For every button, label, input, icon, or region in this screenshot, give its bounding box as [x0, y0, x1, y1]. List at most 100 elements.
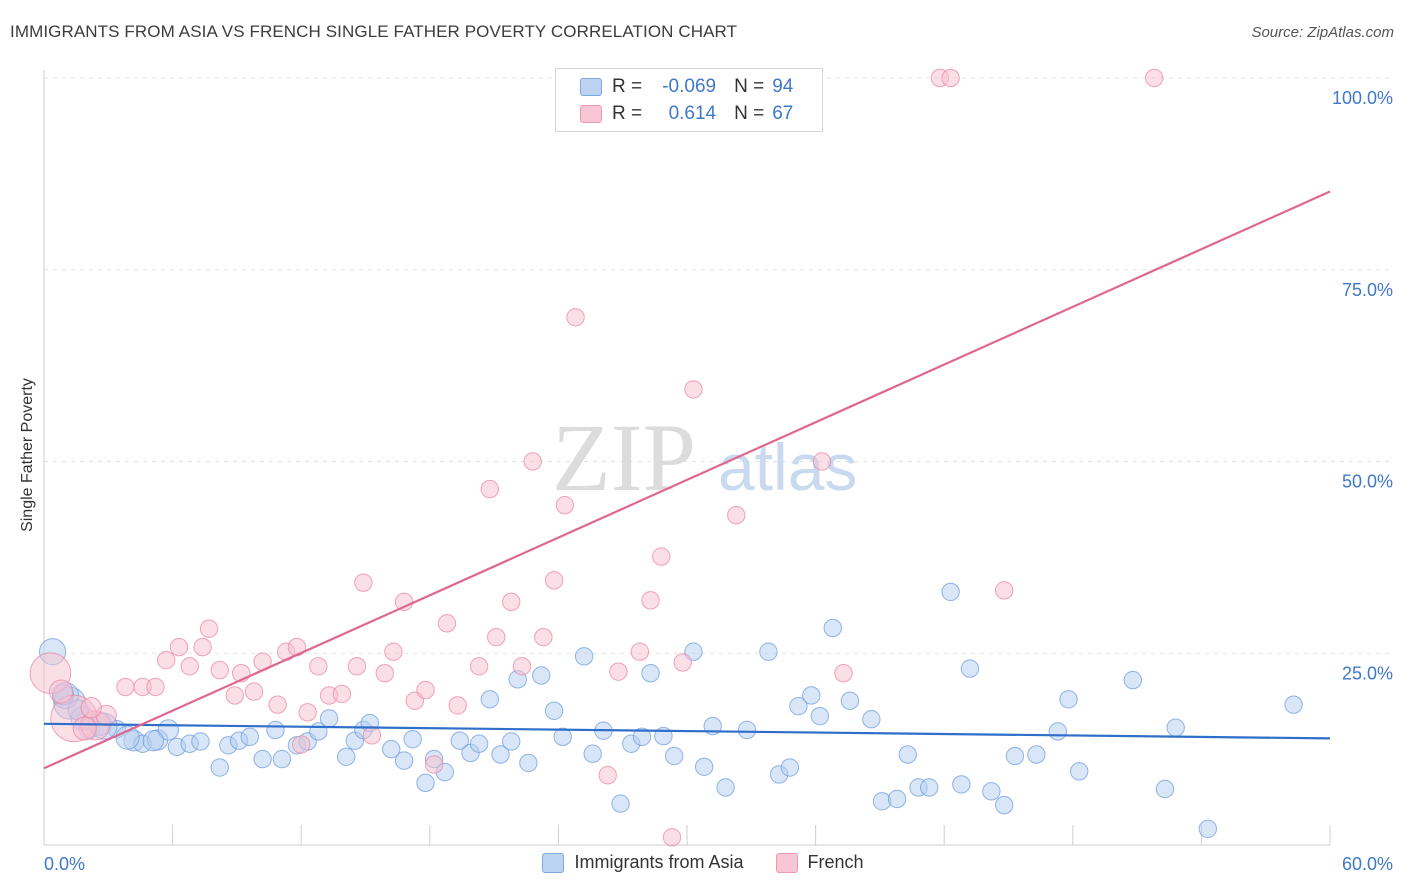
- point-french: [225, 686, 244, 705]
- point-asia: [840, 691, 860, 711]
- trend-line-french: [43, 190, 1331, 770]
- point-french: [116, 677, 135, 697]
- series-legend: Immigrants from Asia French: [0, 852, 1406, 873]
- point-asia: [403, 729, 422, 749]
- y-tick-label: 75.0%: [1342, 280, 1393, 300]
- point-asia: [664, 746, 684, 766]
- stats-legend: R = -0.069 N = 94 R = 0.614 N = 67: [555, 68, 823, 132]
- point-french: [662, 828, 682, 847]
- point-french: [362, 726, 382, 745]
- point-french: [193, 637, 212, 657]
- point-asia: [1155, 779, 1175, 799]
- point-asia: [887, 789, 907, 809]
- y-tick-label: 50.0%: [1342, 472, 1393, 492]
- point-french: [609, 662, 628, 681]
- point-asia: [716, 778, 735, 797]
- point-french: [1145, 68, 1164, 88]
- point-asia: [872, 792, 892, 811]
- point-french: [80, 697, 102, 719]
- legend-n-value-french: 67: [772, 103, 794, 124]
- point-asia: [266, 720, 285, 740]
- point-asia: [480, 690, 500, 709]
- point-french: [630, 642, 650, 661]
- trend-lines: [43, 190, 1331, 770]
- series-legend-asia[interactable]: Immigrants from Asia: [542, 852, 744, 873]
- point-asia: [1059, 690, 1078, 709]
- point-asia: [469, 734, 489, 753]
- point-french: [180, 657, 199, 676]
- point-asia: [210, 758, 229, 777]
- source-label: Source: ZipAtlas.com: [1251, 24, 1394, 41]
- point-french: [298, 703, 317, 722]
- point-asia: [898, 745, 917, 764]
- point-french: [437, 614, 457, 633]
- point-french: [523, 452, 542, 471]
- point-asia: [632, 727, 652, 747]
- point-french: [727, 505, 746, 525]
- point-asia: [919, 778, 939, 797]
- point-french: [199, 619, 219, 638]
- x-tick-label-max: 60.0%: [1342, 854, 1393, 874]
- point-french: [684, 380, 703, 399]
- point-asia: [780, 758, 800, 777]
- point-asia: [694, 757, 714, 776]
- y-tick-labels: 25.0% 50.0% 75.0% 100.0%: [1332, 88, 1393, 683]
- point-asia: [802, 686, 821, 705]
- x-ticks: [172, 825, 1331, 845]
- gridlines: [44, 77, 1393, 654]
- point-french: [169, 637, 189, 657]
- point-asia: [1166, 718, 1185, 737]
- legend-n-label: N =: [734, 103, 765, 124]
- point-french: [156, 650, 176, 670]
- series-label-asia: Immigrants from Asia: [574, 852, 744, 872]
- point-french: [384, 642, 403, 661]
- point-french: [487, 627, 506, 647]
- point-french: [598, 766, 617, 785]
- legend-swatch-french: [580, 105, 602, 123]
- x-tick-labels: 0.0% 60.0%: [44, 854, 1393, 874]
- legend-r-label: R =: [612, 103, 643, 124]
- point-asia: [823, 618, 842, 638]
- legend-n-value-asia: 94: [772, 76, 794, 97]
- point-asia: [1027, 745, 1046, 764]
- point-french: [146, 677, 165, 697]
- point-french: [210, 660, 229, 680]
- series-legend-french[interactable]: French: [775, 852, 864, 873]
- point-asia: [810, 706, 830, 726]
- point-french: [652, 547, 671, 566]
- x-tick-label-min: 0.0%: [44, 854, 85, 874]
- y-tick-label: 100.0%: [1332, 88, 1393, 108]
- point-asia: [191, 732, 210, 751]
- point-french: [812, 452, 832, 471]
- y-tick-label: 25.0%: [1342, 663, 1393, 683]
- point-asia: [544, 701, 564, 720]
- legend-row-french: R = 0.614 N = 67: [580, 101, 793, 127]
- point-asia: [583, 744, 602, 763]
- legend-r-value-asia: -0.069: [662, 76, 717, 97]
- point-french: [673, 653, 692, 672]
- point-french: [244, 682, 264, 701]
- point-french: [641, 591, 660, 610]
- point-asia: [1048, 722, 1067, 741]
- point-french: [534, 627, 553, 647]
- chart-title: IMMIGRANTS FROM ASIA VS FRENCH SINGLE FA…: [10, 22, 738, 41]
- point-asia: [553, 727, 572, 747]
- point-asia: [1198, 819, 1218, 839]
- point-french: [424, 755, 444, 774]
- point-french: [544, 571, 564, 590]
- legend-r-label: R =: [612, 76, 643, 97]
- point-asia: [1284, 695, 1303, 714]
- point-french: [347, 657, 367, 676]
- point-asia: [394, 751, 414, 770]
- point-asia: [1070, 762, 1089, 781]
- legend-row-asia: R = -0.069 N = 94: [580, 74, 793, 100]
- point-asia: [502, 732, 521, 751]
- legend-swatch-asia: [580, 78, 602, 96]
- point-french: [375, 663, 394, 683]
- point-asia: [491, 745, 510, 764]
- point-asia: [611, 794, 630, 813]
- point-french: [941, 68, 960, 88]
- point-french: [502, 592, 521, 612]
- point-french: [448, 696, 467, 715]
